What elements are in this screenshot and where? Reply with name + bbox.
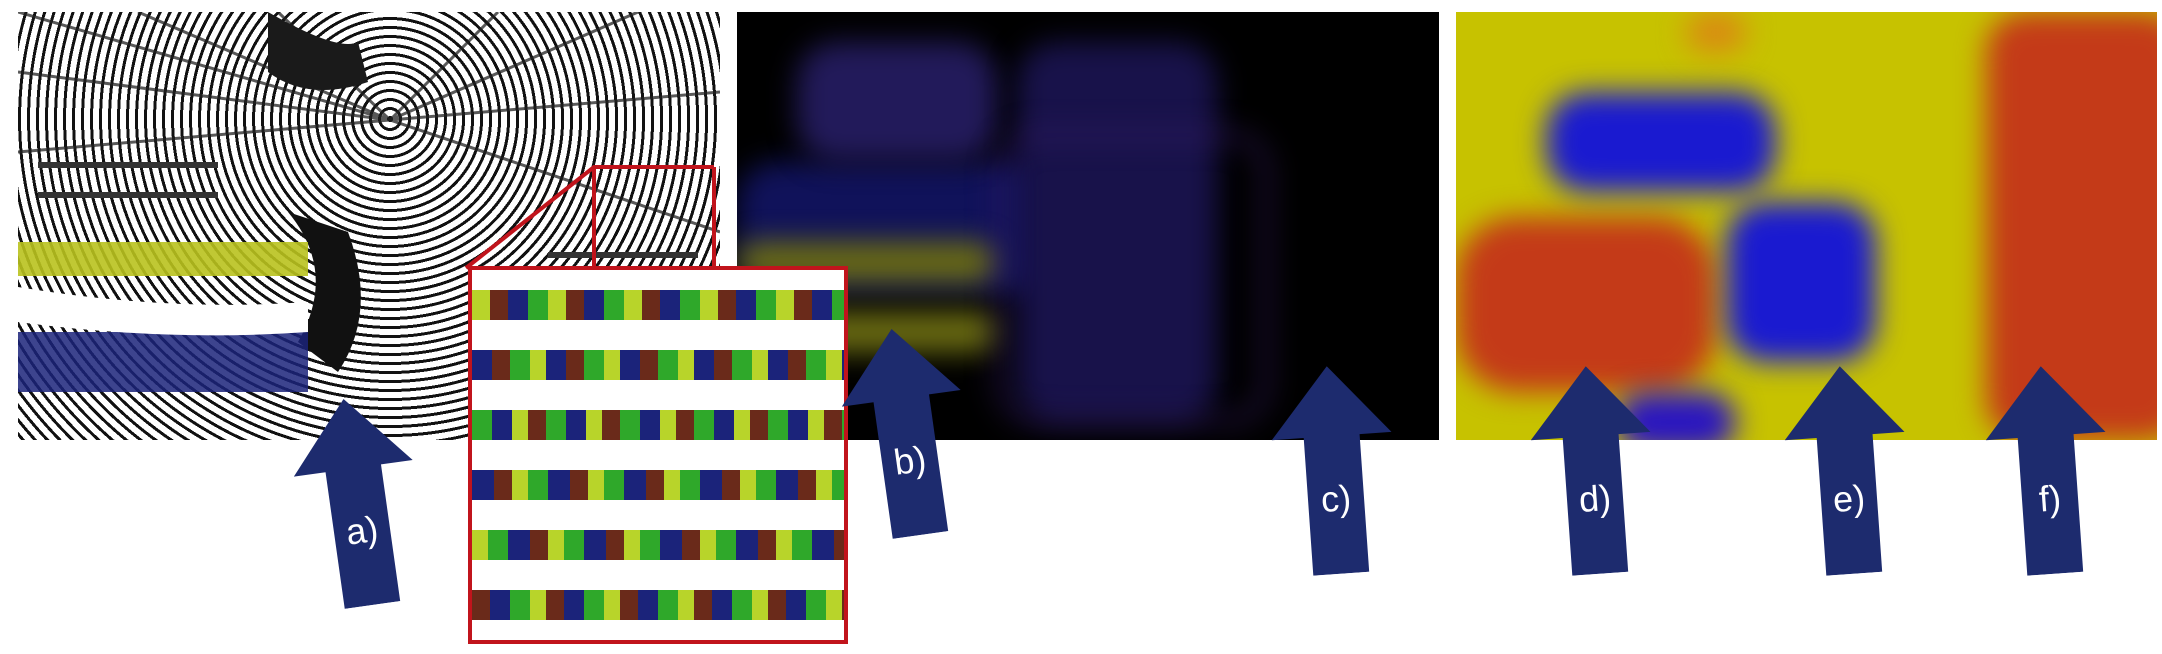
glyph-field-image [18, 12, 720, 392]
heat-region-right [1986, 12, 2157, 440]
zoom-inset [468, 266, 848, 644]
arrow-a: a) [284, 391, 432, 614]
heat-region-left [1456, 217, 1716, 392]
glyph-field-panel [18, 12, 720, 440]
arrow-d: d) [1526, 362, 1660, 578]
volume-cap [797, 42, 997, 162]
arrow-c: c) [1267, 362, 1401, 578]
volume-contour [997, 132, 1269, 424]
label-c: c) [1319, 476, 1353, 520]
arrow-b: b) [832, 321, 980, 544]
warm-spot-top [1686, 12, 1746, 52]
cold-region-center [1726, 202, 1876, 362]
label-e: e) [1831, 476, 1867, 520]
label-d: d) [1577, 476, 1613, 520]
inset-connector [464, 165, 716, 270]
label-f: f) [2037, 477, 2063, 520]
heatmap-panel [1456, 12, 2157, 440]
arrow-e: e) [1780, 362, 1914, 578]
arrow-f: f) [1981, 362, 2115, 578]
volume-column [1017, 42, 1217, 422]
cold-region-top [1546, 92, 1776, 192]
